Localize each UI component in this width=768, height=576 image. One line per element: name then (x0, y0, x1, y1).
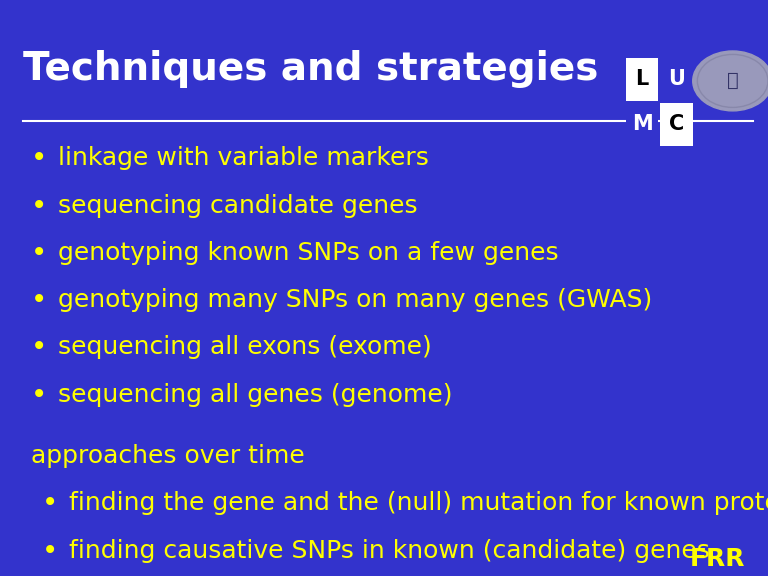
Text: M: M (631, 114, 653, 134)
Text: approaches over time: approaches over time (31, 444, 304, 468)
Text: •: • (31, 381, 47, 408)
Text: •: • (31, 145, 47, 172)
Text: linkage with variable markers: linkage with variable markers (58, 146, 429, 170)
Text: •: • (31, 286, 47, 314)
FancyBboxPatch shape (660, 58, 693, 101)
Text: genotyping known SNPs on a few genes: genotyping known SNPs on a few genes (58, 241, 558, 265)
FancyBboxPatch shape (660, 103, 693, 146)
Text: finding causative SNPs in known (candidate) genes: finding causative SNPs in known (candida… (69, 539, 710, 563)
Text: •: • (31, 239, 47, 267)
Text: •: • (31, 192, 47, 219)
Text: Techniques and strategies: Techniques and strategies (23, 50, 598, 88)
Circle shape (693, 51, 768, 111)
Text: C: C (669, 114, 684, 134)
FancyBboxPatch shape (626, 103, 658, 146)
Text: genotyping many SNPs on many genes (GWAS): genotyping many SNPs on many genes (GWAS… (58, 288, 652, 312)
Text: L: L (635, 69, 649, 89)
Text: sequencing candidate genes: sequencing candidate genes (58, 194, 417, 218)
FancyBboxPatch shape (626, 58, 658, 101)
Text: 🏛: 🏛 (727, 71, 739, 90)
Text: FRR: FRR (690, 547, 745, 571)
Text: •: • (42, 490, 58, 517)
Text: U: U (668, 69, 685, 89)
Text: •: • (42, 537, 58, 564)
Text: finding the gene and the (null) mutation for known proteins: finding the gene and the (null) mutation… (69, 491, 768, 516)
Text: sequencing all genes (genome): sequencing all genes (genome) (58, 382, 452, 407)
Text: sequencing all exons (exome): sequencing all exons (exome) (58, 335, 432, 359)
Text: •: • (31, 334, 47, 361)
